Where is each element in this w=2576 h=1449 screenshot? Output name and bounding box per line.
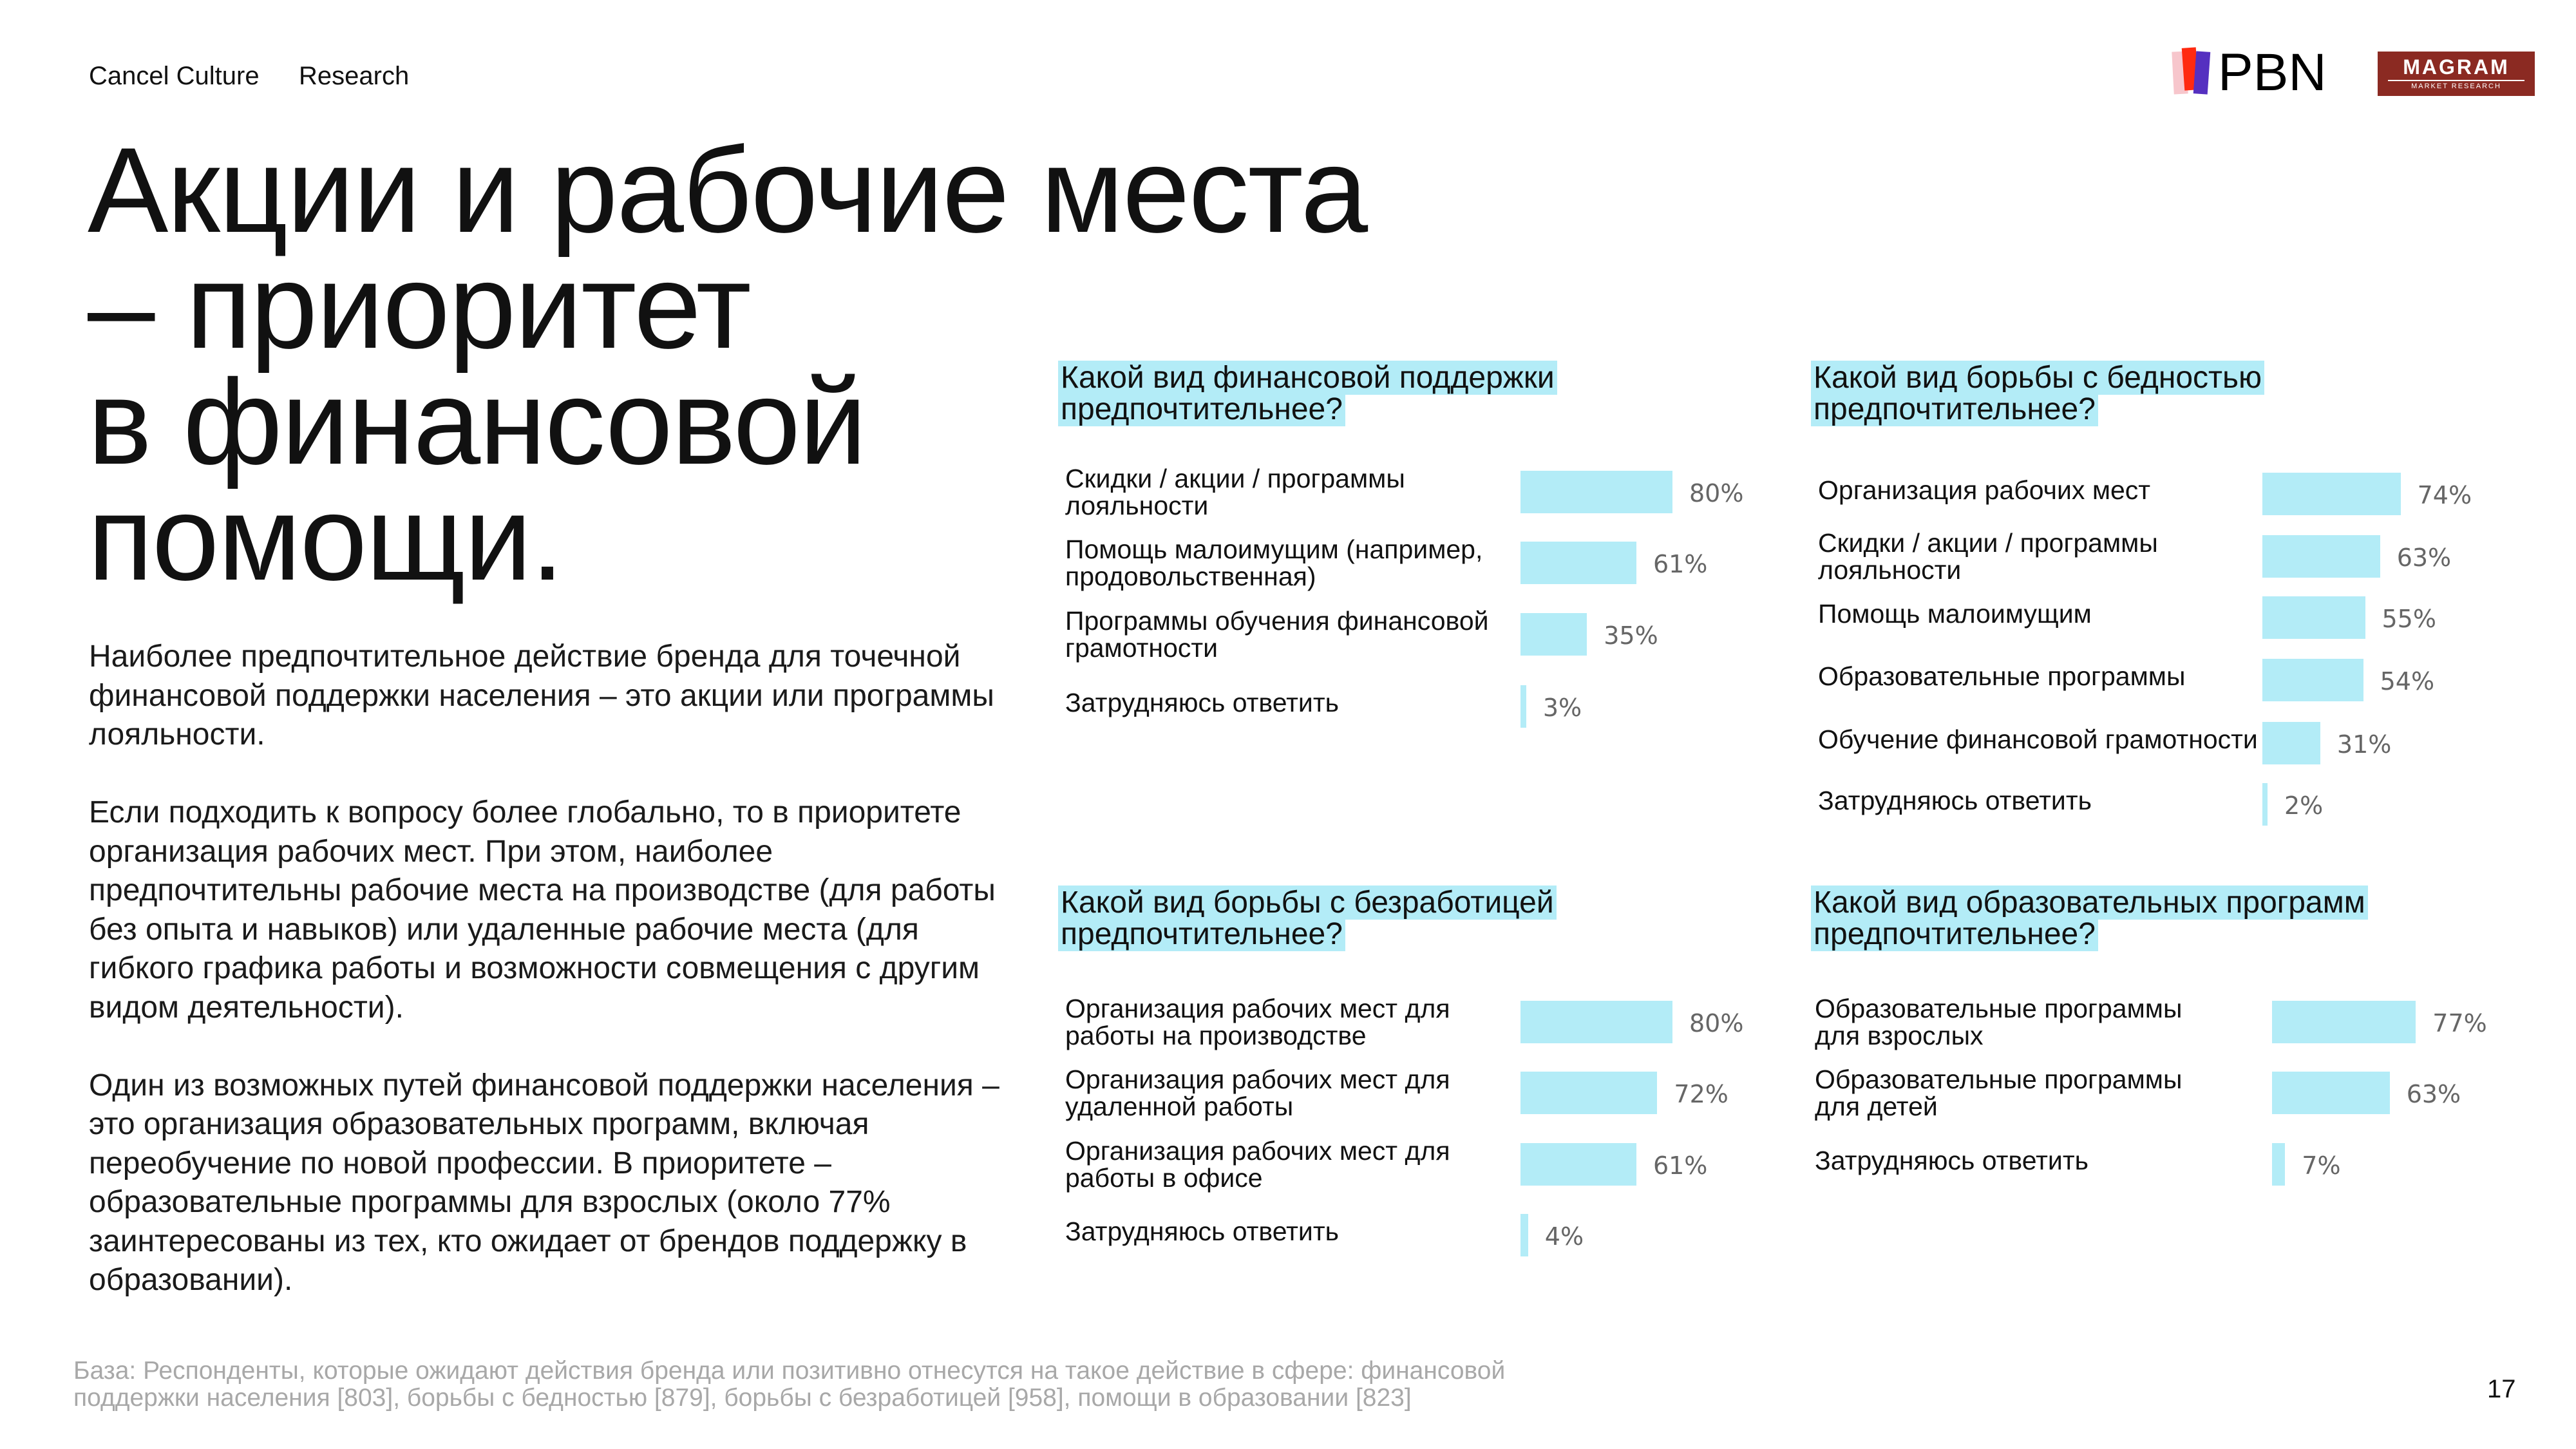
bar [2262,596,2365,639]
bar-value-label: 63% [2396,544,2452,572]
bar [2262,722,2320,764]
bar-value-label: 2% [2284,791,2324,820]
bar-value-label: 61% [1653,550,1708,578]
bar-category-label: Организация рабочих мест для работы в офи… [1065,1136,1450,1193]
bar-category-label: Помощь малоимущим [1818,599,2092,629]
bar-category-label: Обучение финансовой грамотности [1818,724,2258,754]
header-tag-research: Research [299,62,410,90]
bar-category-label: Помощь малоимущим (например, продовольств… [1065,535,1483,591]
page-title: Акции и рабочие места – приоритет в фина… [88,122,1440,605]
body-paragraph: Один из возможных путей финансовой подде… [89,1068,999,1298]
chart-question-text: Какой вид финансовой поддержки предпочтит… [1058,361,1557,426]
chart-question: Какой вид образовательных программ предпо… [1811,886,2368,951]
bar [1520,542,1636,584]
bar-value-label: 54% [2380,667,2435,696]
bar [2272,1072,2390,1114]
body-text: Наиболее предпочтительное действие бренд… [89,638,1003,1339]
bar-value-label: 55% [2382,605,2436,633]
bar [2272,1143,2286,1186]
bar-value-label: 72% [1674,1080,1728,1108]
bar-category-label: Организация рабочих мест для удаленной ра… [1065,1065,1450,1121]
bar-category-label: Образовательные программы [1818,661,2186,691]
chart-question: Какой вид борьбы с бедностью предпочтител… [1811,361,2265,426]
bar-category-label: Скидки / акции / программы лояльности [1065,464,1405,520]
body-paragraph: Если подходить к вопросу более глобально… [89,795,996,1025]
header-tag-cancel-culture: Cancel Culture [89,62,260,90]
magram-logo: MAGRAM MARKET RESEARCH [2378,52,2535,96]
title-line: помощи. [88,470,564,605]
bar-category-label: Образовательные программы для детей [1815,1065,2183,1121]
magram-logo-subtext: MARKET RESEARCH [2388,80,2524,91]
chart-question-text: Какой вид борьбы с бедностью предпочтител… [1811,361,2265,426]
bar-category-label: Затрудняюсь ответить [1815,1146,2088,1175]
bar [1520,685,1526,728]
bar-value-label: 80% [1689,1009,1744,1037]
bar-category-label: Программы обучения финансовой грамотности [1065,606,1489,663]
chart-question: Какой вид борьбы с безработицей предпочти… [1058,886,1557,951]
bar-value-label: 77% [2432,1009,2487,1037]
pbn-logo: PBN [2168,43,2348,102]
bar-value-label: 31% [2336,730,2392,759]
bar-value-label: 80% [1689,479,1744,507]
bar [1520,1143,1636,1186]
bar [1520,1001,1672,1043]
chart-poverty: Какой вид борьбы с бедностью предпочтител… [1811,361,2519,851]
bar-category-label: Организация рабочих мест [1818,475,2151,505]
bar-category-label: Затрудняюсь ответить [1065,688,1339,717]
bar [2272,1001,2416,1043]
chart-education: Какой вид образовательных программ предпо… [1811,886,2519,1273]
bar [2262,783,2268,826]
chart-financial-support: Какой вид финансовой поддержки предпочтит… [1058,361,1766,748]
footer-base-note: База: Респонденты, которые ожидают дейст… [73,1357,1506,1412]
bar [1520,471,1672,513]
bar-category-label: Затрудняюсь ответить [1818,786,2092,815]
chart-question: Какой вид финансовой поддержки предпочтит… [1058,361,1557,426]
bar [1520,1072,1658,1114]
bar-category-label: Образовательные программы для взрослых [1815,994,2183,1050]
bar-category-label: Скидки / акции / программы лояльности [1818,528,2158,585]
chart-unemployment: Какой вид борьбы с безработицей предпочти… [1058,886,1766,1273]
bar-category-label: Организация рабочих мест для работы на пр… [1065,994,1450,1050]
page-number: 17 [2487,1375,2516,1403]
bar [1520,1214,1528,1256]
magram-logo-text: MAGRAM [2403,55,2510,79]
pbn-logo-text: PBN [2218,43,2327,102]
title-line: в финансовой [88,354,867,489]
bar [2262,473,2401,515]
bar-value-label: 61% [1653,1151,1708,1180]
bar [1520,613,1587,656]
chart-question-text: Какой вид образовательных программ предпо… [1811,886,2368,951]
bar-value-label: 3% [1542,694,1582,722]
bar [2262,535,2380,578]
chart-question-text: Какой вид борьбы с безработицей предпочти… [1058,886,1557,951]
bar [2262,659,2363,701]
bar-value-label: 63% [2406,1080,2461,1108]
bar-value-label: 35% [1604,621,1658,650]
bar-value-label: 74% [2417,481,2472,509]
title-line: Акции и рабочие места [88,122,1368,258]
bar-value-label: 7% [2302,1151,2341,1180]
body-paragraph: Наиболее предпочтительное действие бренд… [89,639,994,752]
title-line: – приоритет [88,238,752,374]
bar-category-label: Затрудняюсь ответить [1065,1217,1339,1246]
bar-value-label: 4% [1544,1222,1584,1251]
